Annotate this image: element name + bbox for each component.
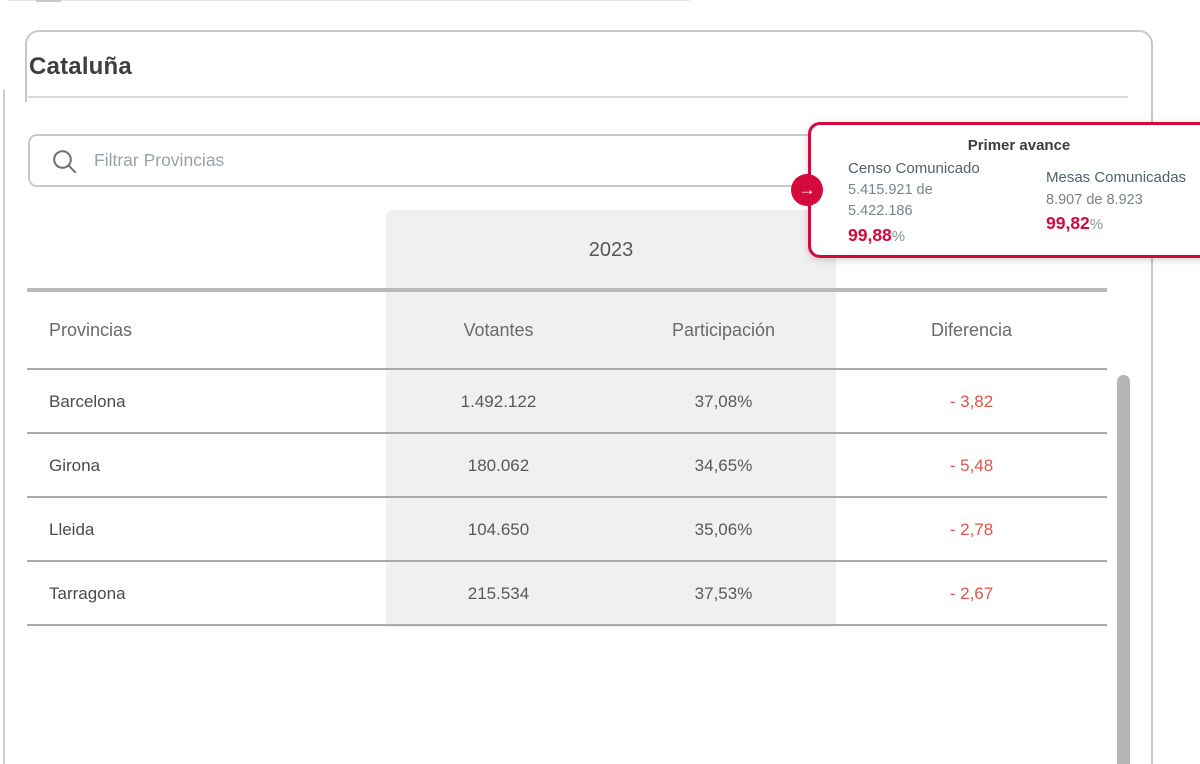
column-header-votantes: Votantes <box>463 319 534 340</box>
mesas-percent-sign: % <box>1089 216 1104 233</box>
arrow-right-badge[interactable]: → <box>791 174 823 206</box>
mesas-percent-value: 99,82 <box>1046 213 1090 233</box>
column-header-diferencia: Diferencia <box>930 319 1013 340</box>
votantes-value: 215.534 <box>467 584 530 603</box>
arrow-right-icon: → <box>798 180 816 199</box>
mesas-label: Mesas Comunicadas <box>1046 169 1187 186</box>
participacion-value: 37,53% <box>694 584 753 603</box>
province-filter <box>28 134 1125 187</box>
table-row: Tarragona 215.534 37,53% - 2,67 <box>27 564 1107 626</box>
adjacent-panel-edge <box>3 90 5 764</box>
province-name: Girona <box>49 456 101 475</box>
diferencia-value: - 5,48 <box>949 456 994 475</box>
diferencia-value: - 2,78 <box>949 520 994 539</box>
year-column-shade <box>386 210 836 627</box>
vertical-scrollbar-thumb[interactable] <box>1117 375 1130 764</box>
title-divider <box>28 96 1128 98</box>
censo-percent-sign: % <box>891 227 906 245</box>
participacion-value: 34,65% <box>694 456 753 475</box>
censo-comunicado-block: Censo Comunicado 5.415.921 de 5.422.186 … <box>848 158 980 249</box>
mesas-comunicadas-block: Mesas Comunicadas 8.907 de 8.923 99,82% <box>1046 167 1186 237</box>
censo-line1: 5.415.921 de <box>848 181 933 198</box>
table-top-divider <box>27 288 1107 292</box>
top-hairline <box>8 0 690 1</box>
column-header-participacion: Participación <box>671 319 776 340</box>
table-row: Barcelona 1.492.122 37,08% - 3,82 <box>27 372 1107 434</box>
column-header-provincias: Provincias <box>49 319 133 340</box>
participacion-value: 35,06% <box>694 520 753 539</box>
search-icon <box>52 149 78 180</box>
participacion-value: 37,08% <box>694 392 753 411</box>
mesas-percent: 99,82% <box>1046 211 1186 237</box>
search-input[interactable] <box>94 136 834 185</box>
diferencia-value: - 3,82 <box>949 392 994 411</box>
province-name: Tarragona <box>49 584 126 603</box>
votantes-value: 180.062 <box>467 456 530 475</box>
page-title: Cataluña <box>29 53 132 80</box>
primer-avance-popup: Primer avance Censo Comunicado 5.415.921… <box>808 122 1200 258</box>
mesas-line1: 8.907 de 8.923 <box>1046 192 1143 208</box>
censo-percent-value: 99,88 <box>848 224 892 245</box>
censo-line2: 5.422.186 <box>848 203 913 219</box>
popup-title: Primer avance <box>967 137 1071 154</box>
province-name: Barcelona <box>49 392 126 411</box>
diferencia-value: - 2,67 <box>949 584 994 603</box>
top-hairline-segment <box>36 0 61 2</box>
censo-label: Censo Comunicado <box>848 160 980 177</box>
table-header-row: Provincias Votantes Participación Difere… <box>27 292 1107 370</box>
table-row: Girona 180.062 34,65% - 5,48 <box>27 436 1107 498</box>
year-header: 2023 <box>588 239 634 261</box>
province-name: Lleida <box>49 520 95 539</box>
card-border-fade <box>25 102 27 764</box>
votantes-value: 104.650 <box>467 520 530 539</box>
votantes-value: 1.492.122 <box>460 392 537 411</box>
censo-percent: 99,88% <box>848 223 980 249</box>
table-row: Lleida 104.650 35,06% - 2,78 <box>27 500 1107 562</box>
